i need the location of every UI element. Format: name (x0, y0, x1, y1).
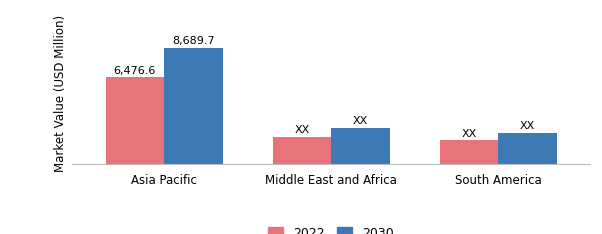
Text: XX: XX (461, 129, 477, 139)
Bar (331, 128, 389, 164)
Bar (439, 140, 498, 164)
Text: XX: XX (294, 125, 309, 135)
Bar (164, 48, 223, 164)
Y-axis label: Market Value (USD Million): Market Value (USD Million) (54, 15, 67, 172)
Text: 8,689.7: 8,689.7 (172, 36, 215, 46)
Bar (273, 137, 331, 164)
Bar (498, 133, 557, 164)
Text: 6,476.6: 6,476.6 (114, 66, 156, 76)
Legend: 2022, 2030: 2022, 2030 (263, 222, 399, 234)
Text: XX: XX (520, 121, 535, 132)
Bar (105, 77, 164, 164)
Text: XX: XX (353, 116, 368, 126)
